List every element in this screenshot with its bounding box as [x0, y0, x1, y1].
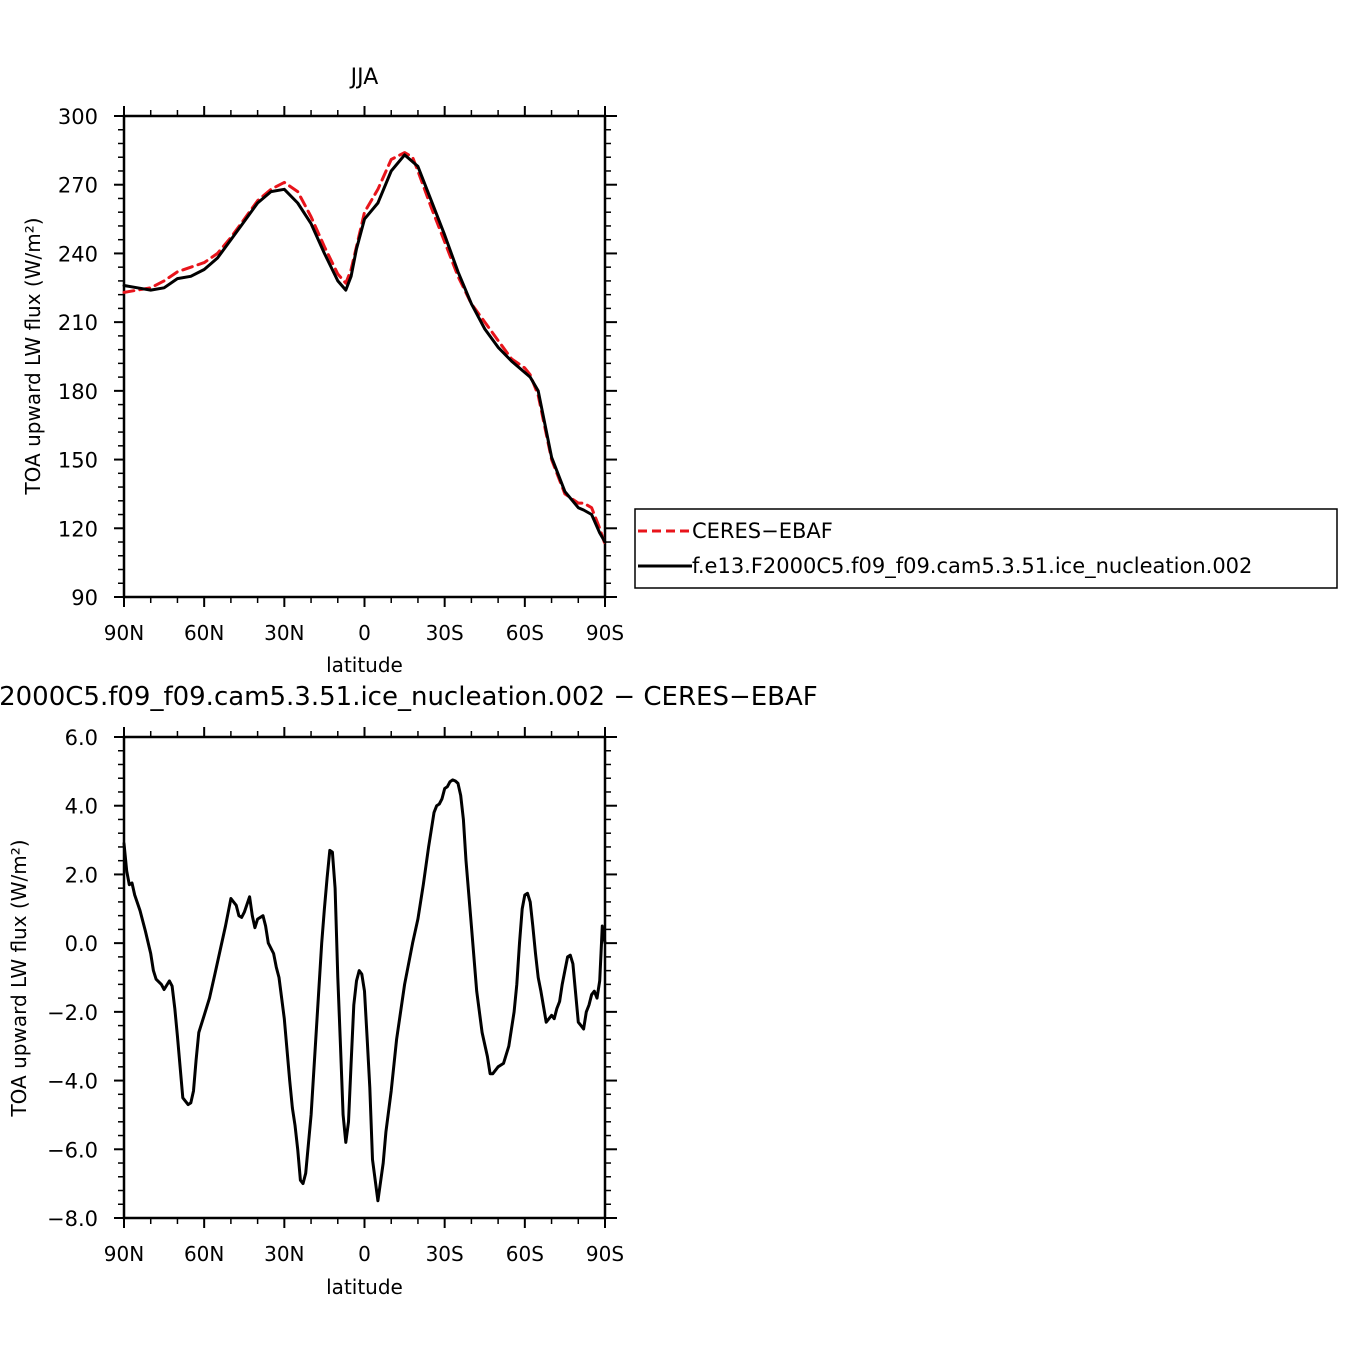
legend: CERES−EBAF f.e13.F2000C5.f09_f09.cam5.3.… — [634, 508, 1338, 589]
legend-label-ceres: CERES−EBAF — [692, 519, 833, 543]
bottom-x-tick-label: 0 — [358, 1242, 371, 1266]
top-series-line-0 — [122, 151, 607, 546]
top-x-tick-label: 30S — [426, 621, 464, 645]
bottom-chart-title: f.e13.F2000C5.f09_f09.cam5.3.51.ice_nucl… — [0, 682, 818, 712]
top-x-tick-label: 90S — [586, 621, 624, 645]
top-x-tick-label: 0 — [358, 621, 371, 645]
bottom-x-axis-label: latitude — [326, 1275, 403, 1299]
top-panel: JJA 90N 60N 30N 0 30S 60S 90S 90 120 150 180 210 240… — [21, 65, 624, 677]
bottom-y-tick-label: 2.0 — [65, 863, 98, 887]
bottom-y-tick-label: −6.0 — [47, 1138, 98, 1162]
top-y-tick-label: 90 — [71, 586, 98, 610]
bottom-x-tick-label: 90N — [104, 1242, 144, 1266]
top-plot-frame — [122, 114, 607, 599]
top-x-tick-label: 60N — [184, 621, 224, 645]
top-y-tick-label: 150 — [58, 449, 98, 473]
bottom-y-tick-label: 4.0 — [65, 795, 98, 819]
top-chart-title: JJA — [349, 65, 379, 90]
bottom-y-tick-label: −2.0 — [47, 1001, 98, 1025]
bottom-x-tick-label: 30N — [264, 1242, 304, 1266]
top-y-tick-label: 240 — [58, 242, 98, 266]
bottom-x-tick-label: 30S — [426, 1242, 464, 1266]
bottom-plot-area: 90N 60N 30N 0 30S 60S 90S −8.0 −6.0 −4.0 −2.0 0.0 2.… — [47, 726, 624, 1266]
legend-label-model: f.e13.F2000C5.f09_f09.cam5.3.51.ice_nucl… — [692, 554, 1252, 579]
top-y-tick-label: 270 — [58, 174, 98, 198]
bottom-y-tick-label: −4.0 — [47, 1070, 98, 1094]
bottom-series-line-0 — [122, 778, 607, 1203]
bottom-x-tick-label: 60S — [506, 1242, 544, 1266]
bottom-y-axis-label: TOA upward LW flux (W/m²) — [7, 839, 31, 1117]
top-x-tick-label: 30N — [264, 621, 304, 645]
top-y-tick-label: 300 — [58, 105, 98, 129]
top-series-line-1 — [122, 153, 607, 544]
top-y-tick-label: 120 — [58, 517, 98, 541]
top-plot-area: 90N 60N 30N 0 30S 60S 90S 90 120 150 180 210 240 270 3… — [58, 105, 624, 645]
bottom-x-tick-label: 60N — [184, 1242, 224, 1266]
top-y-tick-label: 180 — [58, 380, 98, 404]
bottom-y-tick-label: 0.0 — [65, 932, 98, 956]
bottom-plot-frame — [122, 735, 607, 1220]
bottom-y-tick-label: −8.0 — [47, 1207, 98, 1231]
top-y-tick-label: 210 — [58, 311, 98, 335]
top-x-tick-label: 90N — [104, 621, 144, 645]
bottom-panel: f.e13.F2000C5.f09_f09.cam5.3.51.ice_nucl… — [0, 682, 818, 1299]
top-y-axis-label: TOA upward LW flux (W/m²) — [21, 217, 45, 495]
top-x-tick-label: 60S — [506, 621, 544, 645]
legend-box — [634, 508, 1338, 589]
bottom-x-tick-label: 90S — [586, 1242, 624, 1266]
top-x-axis-label: latitude — [326, 653, 403, 677]
bottom-y-tick-label: 6.0 — [65, 726, 98, 750]
